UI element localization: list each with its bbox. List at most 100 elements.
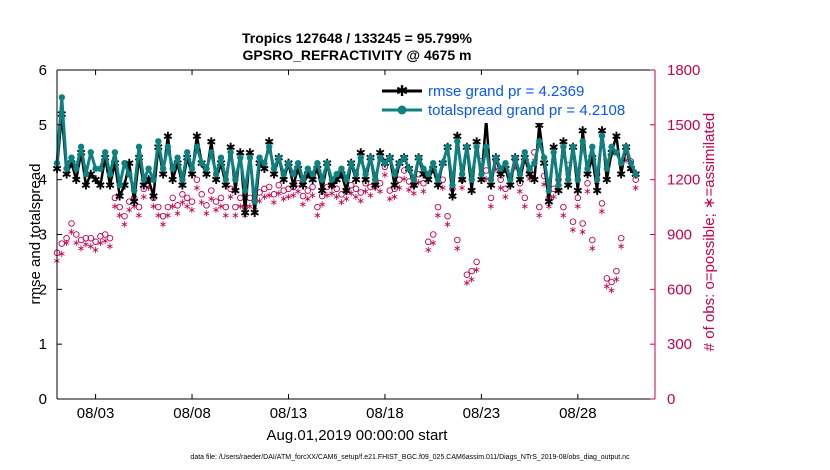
y-tick-label: 6 <box>39 62 47 79</box>
rmse-point: ✱ <box>505 179 515 193</box>
totalspread-point <box>492 154 500 161</box>
totalspread-point <box>280 171 287 178</box>
rmse-point: ✱ <box>240 206 250 220</box>
totalspread-point <box>145 165 152 172</box>
assimilated-obs-point: ∗ <box>632 183 640 194</box>
possible-obs-point <box>294 180 302 187</box>
rmse-point: ✱ <box>592 184 602 198</box>
rmse-point: ✱ <box>230 184 240 198</box>
plot-area <box>57 70 655 399</box>
rmse-point: ✱ <box>486 179 496 193</box>
totalspread-point <box>425 171 432 178</box>
possible-obs-point <box>536 203 543 211</box>
rmse-point: ✱ <box>288 179 298 193</box>
y-tick-label: 0 <box>39 391 47 408</box>
totalspread-point <box>222 176 229 183</box>
legend-rmse-label: rmse grand pr = 4.2369 <box>428 83 584 100</box>
assimilated-obs-point: ∗ <box>323 190 331 201</box>
assimilated-obs-point: ∗ <box>612 274 620 285</box>
rmse-point: ✱ <box>158 168 168 182</box>
possible-obs-point <box>183 194 191 202</box>
rmse-point: ✱ <box>573 184 583 198</box>
totalspread-point <box>454 138 461 145</box>
possible-obs-point <box>179 191 186 198</box>
totalspread-point <box>473 143 480 150</box>
totalspread-point <box>430 160 437 167</box>
assimilated-obs-point: ∗ <box>540 179 548 190</box>
rmse-point: ✱ <box>206 135 216 149</box>
rmse-point: ✱ <box>587 151 597 165</box>
possible-obs-point <box>58 240 66 247</box>
possible-obs-point <box>208 187 215 194</box>
totalspread-point <box>434 176 442 183</box>
rmse-point: ✱ <box>279 173 289 187</box>
totalspread-point <box>159 165 167 172</box>
assimilated-obs-point: ∗ <box>72 238 80 249</box>
assimilated-obs-point: ∗ <box>77 243 85 254</box>
totalspread-point <box>150 176 157 183</box>
rmse-point: ✱ <box>139 179 149 193</box>
rmse-point: ✱ <box>375 146 385 160</box>
assimilated-obs-point: ∗ <box>308 190 316 201</box>
totalspread-point <box>381 160 389 167</box>
possible-obs-point <box>425 238 432 246</box>
assimilated-obs-point: ∗ <box>62 238 70 249</box>
rmse-point: ✱ <box>578 124 588 138</box>
totalspread-point <box>87 149 95 156</box>
assimilated-obs-point: ∗ <box>410 189 418 200</box>
totalspread-point <box>121 160 128 167</box>
possible-obs-point <box>101 231 109 238</box>
rmse-series: ✱✱✱✱✱✱✱✱✱✱✱✱✱✱✱✱✱✱✱✱✱✱✱✱✱✱✱✱✱✱✱✱✱✱✱✱✱✱✱✱… <box>52 107 641 220</box>
totalspread-point <box>131 187 138 194</box>
rmse-point: ✱ <box>447 190 457 204</box>
rmse-point: ✱ <box>119 179 129 193</box>
assimilated-obs-point: ∗ <box>140 192 148 203</box>
possible-obs-point <box>352 185 360 193</box>
rmse-point: ✱ <box>361 173 371 187</box>
y-tick-right-label: 0 <box>667 391 675 408</box>
assimilated-obs-point: ∗ <box>516 187 524 198</box>
totalspread-point <box>608 143 615 150</box>
totalspread-point <box>415 154 422 161</box>
rmse-point: ✱ <box>264 135 274 149</box>
assimilated-obs-point: ∗ <box>96 238 104 249</box>
totalspread-point <box>304 165 311 172</box>
totalspread-point <box>285 160 292 167</box>
possible-obs-point <box>169 194 176 202</box>
totalspread-point <box>106 171 114 178</box>
assimilated-obs-point: ∗ <box>58 249 66 260</box>
possible-obs-point <box>617 234 625 242</box>
x-tick-label: 08/28 <box>559 405 597 422</box>
rmse-point: ✱ <box>226 140 236 154</box>
assimilated-obs-point: ∗ <box>231 210 239 221</box>
totalspread-point <box>73 165 80 172</box>
possible-obs-point <box>227 185 234 193</box>
rmse-point: ✱ <box>245 146 255 160</box>
totalspread-point <box>439 160 446 167</box>
totalspread-point <box>164 143 172 150</box>
assimilated-obs-point: ∗ <box>111 201 119 212</box>
totalspread-point <box>420 165 427 172</box>
totalspread-point <box>237 154 244 161</box>
totalspread-point <box>256 154 263 161</box>
totalspread-point <box>545 187 553 194</box>
assimilated-obs-point: ∗ <box>178 198 186 209</box>
totalspread-point <box>208 149 215 156</box>
totalspread-point <box>333 171 340 178</box>
assimilated-obs-point: ∗ <box>598 207 606 218</box>
y-tick-label: 2 <box>39 281 47 298</box>
totalspread-point <box>251 198 258 205</box>
possible-obs-point <box>613 267 620 275</box>
legend-spread-marker <box>397 105 407 115</box>
rmse-point: ✱ <box>544 195 554 209</box>
y-tick-label: 1 <box>39 336 47 353</box>
assimilated-obs-point: ∗ <box>226 192 234 203</box>
rmse-point: ✱ <box>115 190 125 204</box>
assimilated-obs-point: ∗ <box>183 201 191 212</box>
rmse-point: ✱ <box>529 173 539 187</box>
rmse-point: ✱ <box>327 179 337 193</box>
totalspread-point <box>188 165 196 172</box>
rmse-point: ✱ <box>95 179 105 193</box>
assimilated-obs-point: ∗ <box>603 282 611 293</box>
rmse-point: ✱ <box>597 124 607 138</box>
